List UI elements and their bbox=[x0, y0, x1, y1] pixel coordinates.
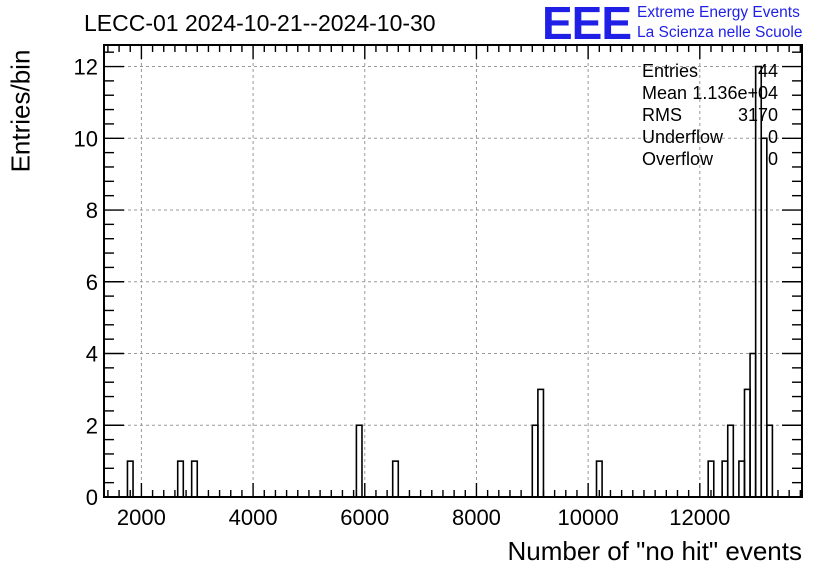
stats-row-rms: RMS 3170 bbox=[642, 104, 778, 126]
x-tick-label: 10000 bbox=[558, 505, 619, 530]
histogram-bar bbox=[726, 424, 735, 498]
chart-title: LECC-01 2024-10-21--2024-10-30 bbox=[84, 10, 436, 36]
stats-key: Mean bbox=[642, 83, 688, 103]
histogram-bar bbox=[738, 460, 746, 498]
y-axis-label: Entries/bin bbox=[5, 49, 36, 173]
stats-value: 1.136e+04 bbox=[692, 83, 778, 103]
histogram-bar bbox=[355, 424, 363, 498]
stats-value: 0 bbox=[767, 127, 778, 147]
histogram-bar bbox=[760, 137, 768, 498]
y-tick-label: 0 bbox=[86, 485, 98, 510]
stats-value: 44 bbox=[757, 61, 778, 81]
histogram-bar bbox=[391, 460, 400, 498]
histogram-bar bbox=[721, 460, 729, 498]
x-tick-label: 6000 bbox=[340, 505, 389, 530]
logo-caption-line2: La Scienza nelle Scuole bbox=[637, 24, 803, 41]
histogram-bar bbox=[766, 424, 774, 498]
histogram-bar bbox=[743, 388, 751, 498]
x-tick-label: 4000 bbox=[229, 505, 278, 530]
stats-row-mean: Mean 1.136e+04 bbox=[642, 82, 778, 104]
x-axis-label: Number of "no hit" events bbox=[507, 536, 803, 566]
histogram-bar bbox=[176, 460, 185, 498]
y-tick-label: 6 bbox=[86, 270, 98, 295]
stats-key: RMS bbox=[642, 105, 682, 125]
stats-value: 0 bbox=[767, 149, 778, 169]
stats-row-overflow: Overflow 0 bbox=[642, 148, 778, 170]
stats-key: Overflow bbox=[642, 149, 714, 169]
y-tick-label: 10 bbox=[74, 126, 98, 151]
stats-row-underflow: Underflow 0 bbox=[642, 126, 778, 148]
stats-key: Entries bbox=[642, 61, 699, 81]
plot-frame bbox=[103, 44, 803, 498]
x-tick-label: 2000 bbox=[117, 505, 166, 530]
y-tick-label: 12 bbox=[74, 55, 98, 80]
eee-logo: EEE bbox=[542, 0, 632, 49]
y-tick-label: 2 bbox=[86, 413, 98, 438]
logo-caption: Extreme Energy Events La Scienza nelle S… bbox=[637, 3, 802, 43]
stats-row-entries: Entries 44 bbox=[642, 60, 778, 82]
y-tick-label: 4 bbox=[86, 342, 98, 367]
x-tick-label: 12000 bbox=[669, 505, 730, 530]
logo-caption-line1: Extreme Energy Events bbox=[637, 4, 800, 21]
histogram-bar bbox=[190, 460, 199, 498]
stats-key: Underflow bbox=[642, 127, 724, 147]
histogram-bar bbox=[531, 424, 539, 498]
stats-box: Entries 44 Mean 1.136e+04 RMS 3170 Under… bbox=[642, 60, 778, 170]
x-tick-label: 8000 bbox=[452, 505, 501, 530]
stats-value: 3170 bbox=[737, 105, 778, 125]
histogram-bar bbox=[537, 388, 545, 498]
y-tick-label: 8 bbox=[86, 198, 98, 223]
